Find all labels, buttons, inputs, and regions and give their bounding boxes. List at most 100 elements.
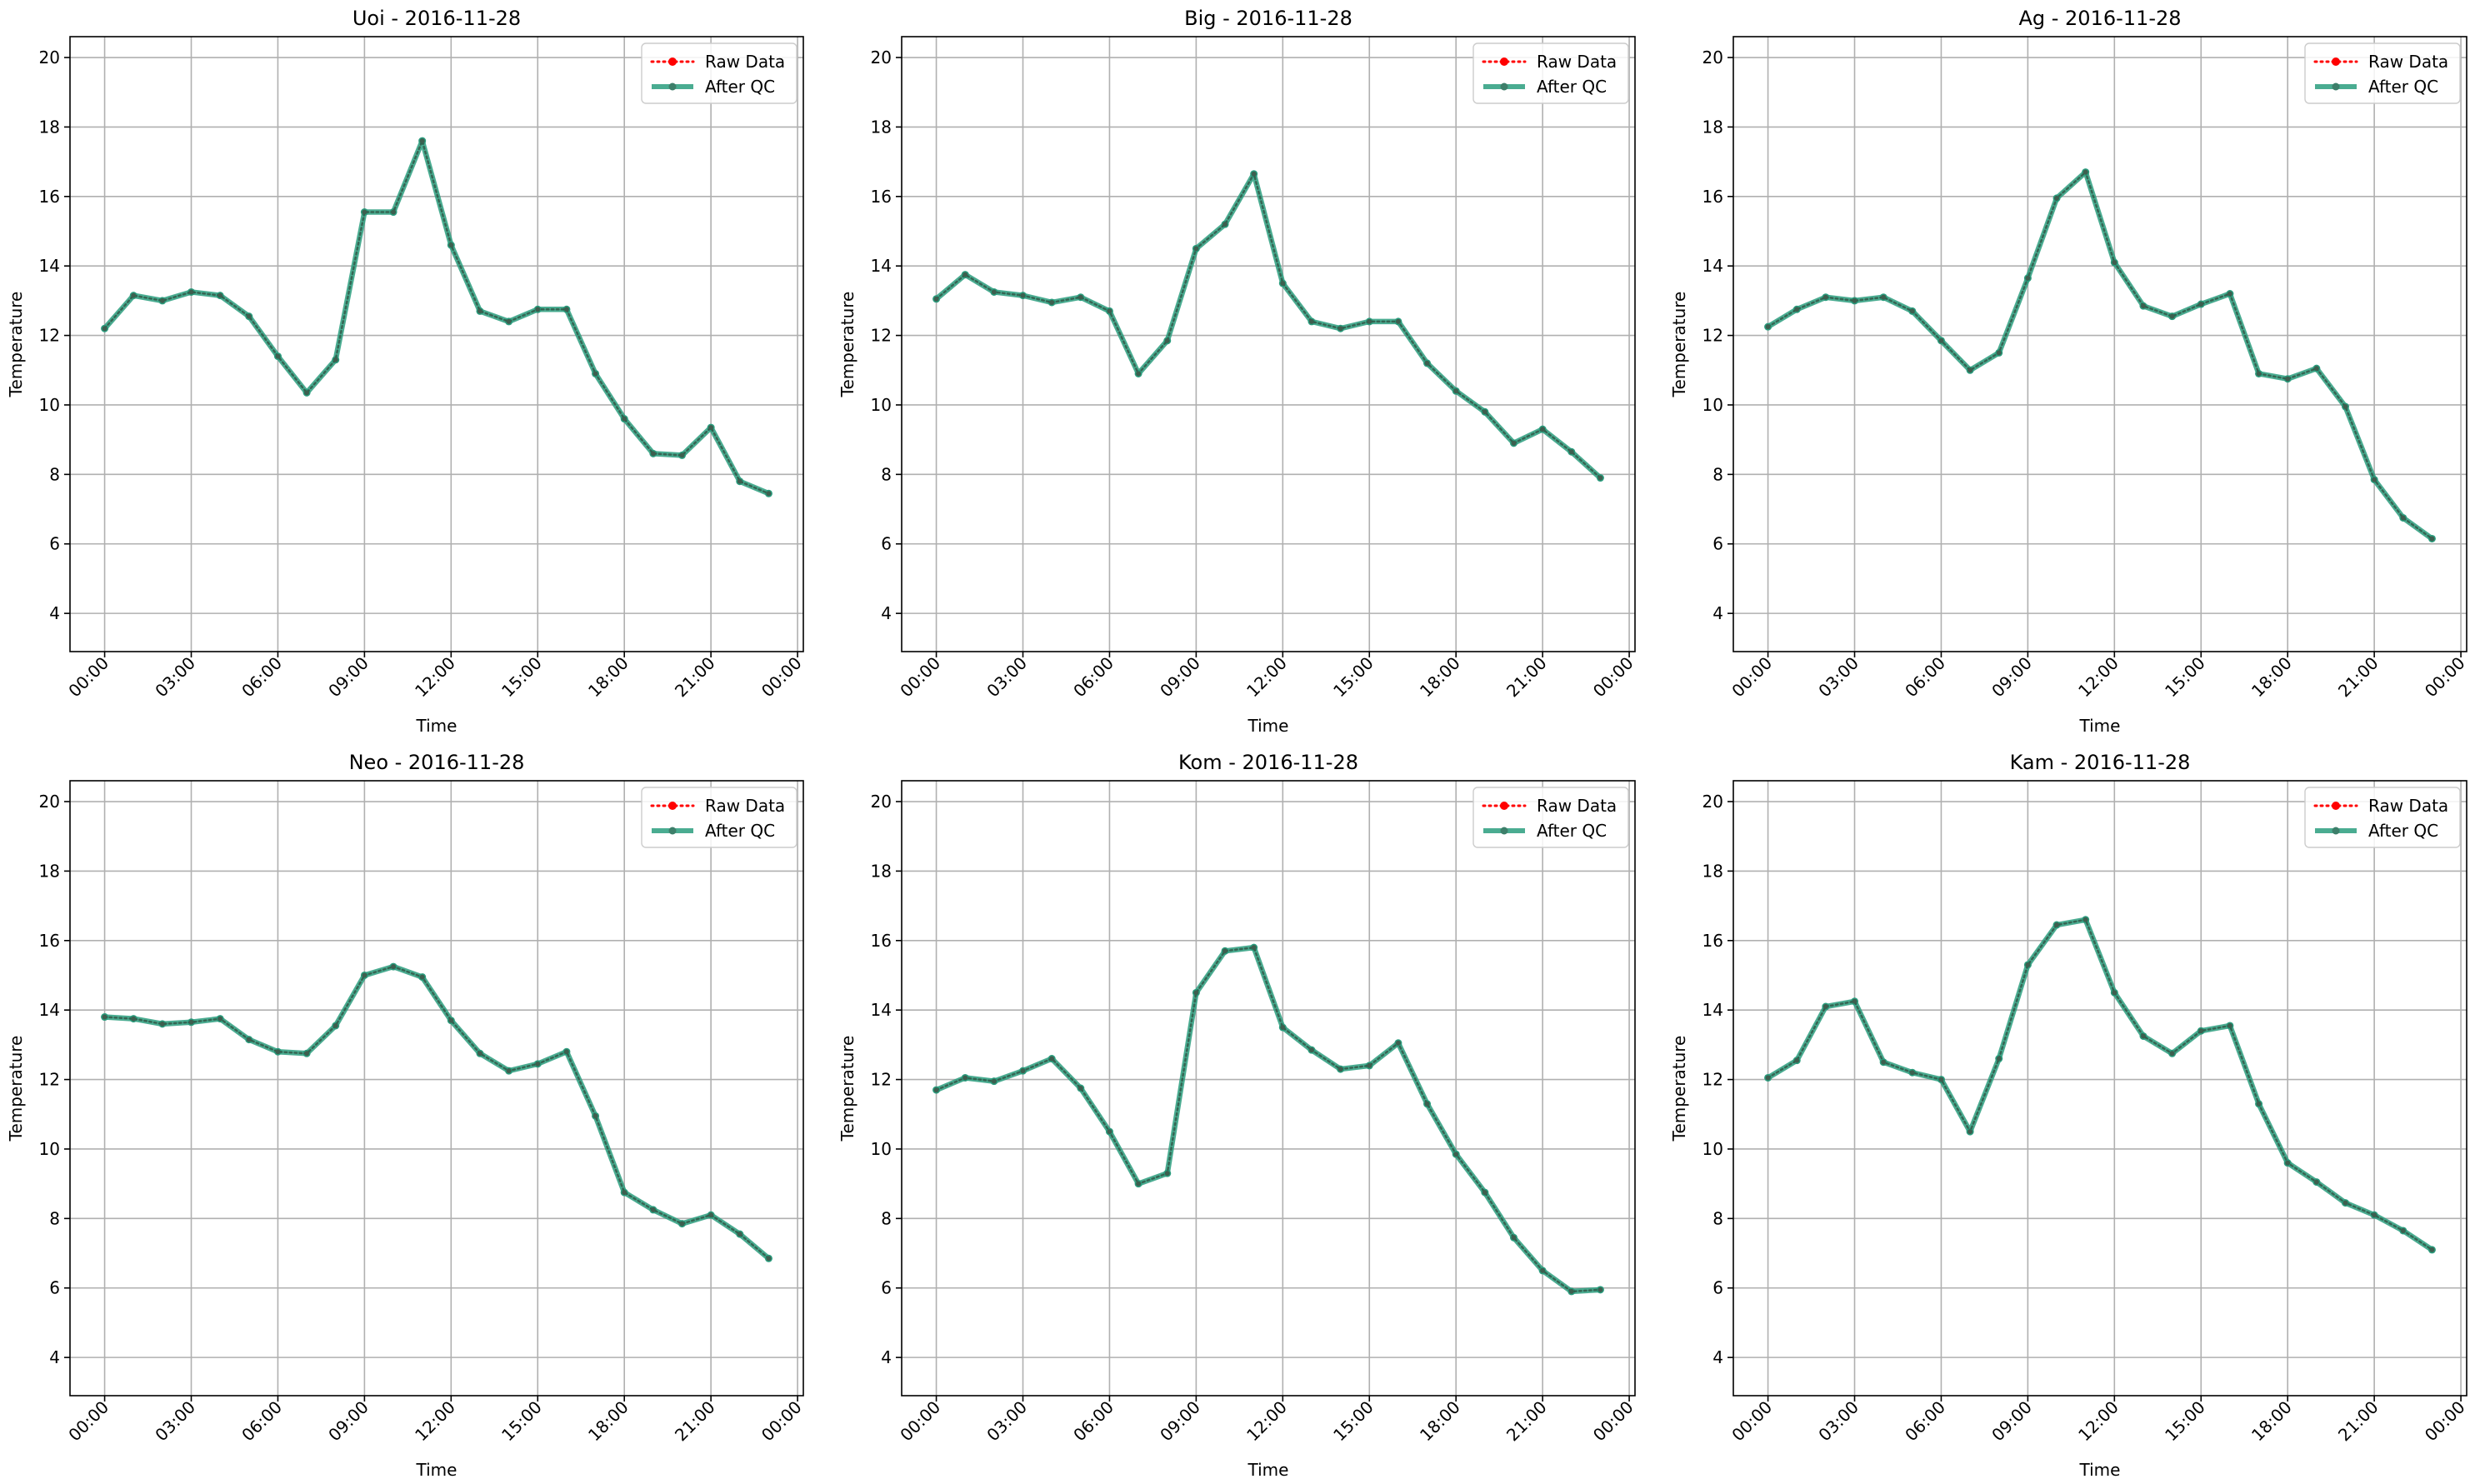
point-raw-data (1482, 409, 1488, 415)
series-line-after-qc (102, 137, 772, 497)
point-raw-data (2256, 1101, 2262, 1107)
series-line-raw-data (935, 946, 1602, 1293)
point-raw-data (1996, 350, 2002, 356)
x-axis-label: Time (2079, 1460, 2121, 1480)
x-tick-label: 03:00 (1814, 653, 1862, 702)
point-raw-data (1338, 326, 1343, 332)
y-tick-label: 20 (39, 47, 60, 67)
y-tick-label: 18 (39, 861, 60, 881)
y-tick-label: 12 (871, 1070, 892, 1090)
series-line-raw-data (103, 965, 770, 1260)
y-axis-label: Temperature (1669, 292, 1689, 398)
point-raw-data (1540, 1267, 1546, 1273)
point-raw-data (563, 307, 569, 312)
point-raw-data (592, 1113, 598, 1119)
plot-area (1764, 168, 2436, 542)
y-tick-label: 4 (49, 603, 60, 623)
y-axis-label: Temperature (838, 292, 858, 398)
point-raw-data (1765, 324, 1771, 330)
point-raw-data (1598, 1287, 1603, 1292)
point-raw-data (159, 1021, 165, 1027)
point-raw-data (188, 289, 194, 295)
x-tick-label: 00:00 (1728, 1397, 1776, 1446)
x-tick-label: 00:00 (64, 1397, 112, 1446)
legend-label-raw-data: Raw Data (1537, 796, 1617, 816)
series-line-raw-data (103, 137, 770, 495)
point-raw-data (1852, 998, 1858, 1004)
point-raw-data (708, 425, 714, 431)
y-tick-label: 14 (871, 256, 892, 276)
x-axis-label: Time (1248, 716, 1289, 736)
x-tick-label: 06:00 (1901, 653, 1949, 702)
y-tick-label: 14 (871, 1000, 892, 1020)
subplot-3: 4 6 8 10 12 14 16 18 20 00:00 03:00 06:00 09:00 12:00… (1669, 7, 2469, 736)
y-tick-label: 14 (39, 1000, 60, 1020)
point-raw-data (1020, 292, 1026, 298)
point-raw-data (1107, 308, 1112, 314)
legend: Raw Data After QC (641, 787, 798, 848)
y-tick-label: 8 (49, 464, 60, 484)
point-raw-data (477, 308, 482, 314)
point-raw-data (102, 326, 108, 332)
subplot-1: 4 6 8 10 12 14 16 18 20 00:00 03:00 06:00 09:00 12:00… (6, 7, 806, 736)
y-tick-label: 6 (49, 1278, 60, 1298)
y-tick-label: 20 (1702, 792, 1723, 812)
grid (902, 781, 1635, 1396)
x-tick-label: 00:00 (896, 653, 944, 702)
x-tick-label: 03:00 (151, 653, 199, 702)
legend-label-raw-data: Raw Data (2368, 52, 2448, 72)
axes-frame (901, 780, 1636, 1397)
point-raw-data (737, 1232, 742, 1237)
legend: Raw Data After QC (1472, 42, 1629, 104)
y-tick-label: 12 (39, 1070, 60, 1090)
series-line-after-qc (933, 944, 1603, 1295)
point-raw-data (933, 1087, 939, 1093)
y-tick-label: 6 (881, 534, 892, 554)
x-tick-label: 06:00 (1069, 653, 1118, 702)
point-raw-data (737, 478, 742, 484)
point-raw-data (1136, 1181, 1142, 1187)
y-tick-label: 14 (39, 256, 60, 276)
point-raw-data (1338, 1067, 1343, 1072)
legend-marker-raw-data (1500, 802, 1508, 810)
grid (1733, 37, 2467, 652)
point-raw-data (1909, 1070, 1915, 1076)
point-raw-data (1568, 1288, 1574, 1294)
point-raw-data (2054, 922, 2060, 928)
legend: Raw Data After QC (1472, 787, 1629, 848)
y-tick-label: 20 (39, 792, 60, 812)
grid (1733, 781, 2467, 1396)
point-raw-data (650, 451, 656, 457)
y-tick-label: 8 (1712, 464, 1723, 484)
point-raw-data (991, 1078, 997, 1084)
series-line-after-qc (933, 171, 1603, 481)
point-raw-data (188, 1019, 194, 1025)
point-raw-data (1424, 1101, 1430, 1107)
point-raw-data (2342, 1200, 2348, 1206)
y-tick-label: 10 (39, 1139, 60, 1159)
point-raw-data (2372, 477, 2378, 482)
point-raw-data (1996, 1056, 2002, 1062)
x-tick-label: 09:00 (324, 653, 372, 702)
x-tick-label: 09:00 (1156, 653, 1204, 702)
point-raw-data (218, 1016, 223, 1022)
legend-label-after-qc: After QC (705, 821, 775, 841)
point-raw-data (2227, 1022, 2232, 1028)
y-tick-label: 12 (871, 326, 892, 346)
x-tick-label: 12:00 (411, 1397, 459, 1446)
y-axis-label: Temperature (838, 1036, 858, 1142)
x-tick-label: 15:00 (1329, 1397, 1378, 1446)
point-raw-data (1049, 1056, 1055, 1062)
point-raw-data (304, 390, 310, 396)
point-raw-data (2372, 1212, 2378, 1218)
legend-label-raw-data: Raw Data (2368, 796, 2448, 816)
point-raw-data (332, 1022, 338, 1028)
chart-title: Kam - 2016-11-28 (2010, 751, 2191, 774)
point-raw-data (650, 1207, 656, 1212)
point-raw-data (1822, 1004, 1828, 1010)
y-tick-label: 16 (871, 931, 892, 951)
subplot-6: 4 6 8 10 12 14 16 18 20 00:00 03:00 06:00 09:00 12:00… (1669, 751, 2469, 1480)
x-tick-label: 15:00 (2161, 1397, 2209, 1446)
point-raw-data (766, 1256, 772, 1262)
x-tick-label: 09:00 (1988, 1397, 2036, 1446)
